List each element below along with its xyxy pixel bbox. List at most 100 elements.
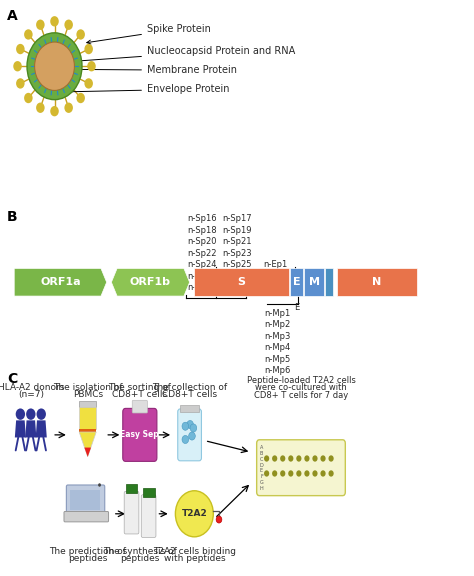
Polygon shape: [304, 268, 324, 296]
Text: n-Mp3: n-Mp3: [264, 332, 291, 341]
Circle shape: [280, 470, 285, 477]
Text: A: A: [7, 9, 18, 22]
Text: C: C: [7, 372, 18, 385]
FancyBboxPatch shape: [126, 484, 137, 493]
Polygon shape: [84, 448, 91, 457]
Text: n-Sp29: n-Sp29: [222, 283, 251, 293]
Circle shape: [98, 483, 101, 487]
Circle shape: [87, 61, 96, 71]
Text: Easy Sep: Easy Sep: [120, 430, 159, 439]
Circle shape: [304, 470, 310, 477]
Circle shape: [84, 44, 93, 54]
Circle shape: [312, 455, 318, 462]
FancyBboxPatch shape: [257, 440, 345, 495]
Text: HLA-A2 donors: HLA-A2 donors: [0, 382, 64, 392]
Text: were co-cultured with: were co-cultured with: [255, 383, 347, 392]
FancyBboxPatch shape: [180, 405, 199, 412]
Text: A: A: [260, 445, 263, 450]
Text: n-Ep1: n-Ep1: [263, 260, 287, 270]
Circle shape: [27, 33, 82, 100]
Circle shape: [16, 408, 25, 420]
FancyBboxPatch shape: [143, 488, 155, 497]
Circle shape: [328, 455, 334, 462]
Text: F: F: [260, 474, 263, 479]
Text: n-Sp17: n-Sp17: [222, 214, 251, 223]
Text: G: G: [260, 480, 263, 485]
Circle shape: [64, 20, 73, 30]
Text: with peptides: with peptides: [164, 554, 225, 563]
Text: CD8+T cells: CD8+T cells: [112, 390, 167, 399]
Text: C: C: [260, 457, 263, 462]
Circle shape: [64, 103, 73, 113]
Text: n-Mp4: n-Mp4: [264, 343, 291, 353]
Circle shape: [264, 455, 269, 462]
Polygon shape: [15, 420, 26, 438]
Text: The sorting of: The sorting of: [109, 382, 171, 392]
Text: ORF1b: ORF1b: [130, 277, 171, 287]
Text: PBMCs: PBMCs: [73, 390, 103, 399]
Text: Nucleocapsid Protein and RNA: Nucleocapsid Protein and RNA: [49, 46, 295, 65]
Circle shape: [189, 432, 195, 440]
Circle shape: [50, 106, 59, 116]
Text: M: M: [309, 277, 320, 287]
Text: n-Sp25: n-Sp25: [222, 260, 251, 270]
Text: n-Sp23: n-Sp23: [222, 249, 251, 258]
FancyBboxPatch shape: [66, 485, 105, 514]
Text: Envelope Protein: Envelope Protein: [54, 84, 229, 94]
Circle shape: [216, 516, 222, 523]
Polygon shape: [194, 268, 289, 296]
Circle shape: [76, 29, 85, 40]
Circle shape: [272, 455, 277, 462]
Text: n-Mp2: n-Mp2: [264, 320, 291, 329]
Circle shape: [288, 455, 293, 462]
Circle shape: [320, 455, 326, 462]
Circle shape: [16, 78, 25, 89]
Text: B: B: [260, 451, 263, 456]
Circle shape: [190, 424, 197, 432]
Text: E: E: [294, 303, 300, 312]
Text: E: E: [293, 277, 301, 287]
Text: peptides: peptides: [120, 554, 160, 563]
Polygon shape: [79, 401, 96, 407]
Text: S: S: [238, 277, 246, 287]
Text: The isolation of: The isolation of: [53, 382, 122, 392]
FancyBboxPatch shape: [123, 408, 157, 461]
Text: E: E: [260, 468, 263, 473]
Circle shape: [36, 408, 46, 420]
Polygon shape: [337, 268, 417, 296]
Circle shape: [16, 44, 25, 54]
Circle shape: [76, 93, 85, 103]
FancyBboxPatch shape: [124, 491, 139, 534]
Text: T2A2 cells binding: T2A2 cells binding: [153, 547, 236, 556]
Text: T2A2: T2A2: [182, 509, 207, 518]
Circle shape: [304, 455, 310, 462]
FancyBboxPatch shape: [70, 490, 100, 510]
Text: n-Sp21: n-Sp21: [222, 237, 251, 247]
Text: N: N: [372, 277, 382, 287]
Circle shape: [187, 420, 193, 429]
Text: ORF1a: ORF1a: [40, 277, 81, 287]
Text: peptides: peptides: [68, 554, 108, 563]
Text: n-Ep3: n-Ep3: [263, 283, 287, 293]
Text: n-Sp27: n-Sp27: [222, 272, 251, 281]
Circle shape: [24, 93, 33, 103]
Circle shape: [312, 470, 318, 477]
Text: n-Sp28: n-Sp28: [187, 283, 217, 293]
Text: The collection of: The collection of: [152, 382, 227, 392]
Text: The prediction of: The prediction of: [49, 547, 126, 556]
Polygon shape: [25, 420, 36, 438]
Circle shape: [36, 20, 45, 30]
FancyBboxPatch shape: [141, 495, 156, 537]
Text: n-Ep2: n-Ep2: [263, 272, 287, 281]
Circle shape: [36, 103, 45, 113]
Circle shape: [264, 470, 269, 477]
Polygon shape: [290, 268, 303, 296]
Circle shape: [296, 470, 301, 477]
Polygon shape: [79, 429, 96, 432]
Polygon shape: [79, 407, 96, 429]
Circle shape: [35, 42, 74, 90]
Text: CD8+T cells: CD8+T cells: [162, 390, 217, 399]
Circle shape: [272, 470, 277, 477]
Text: Membrane Protein: Membrane Protein: [40, 65, 237, 75]
Text: n-Sp18: n-Sp18: [187, 226, 217, 235]
